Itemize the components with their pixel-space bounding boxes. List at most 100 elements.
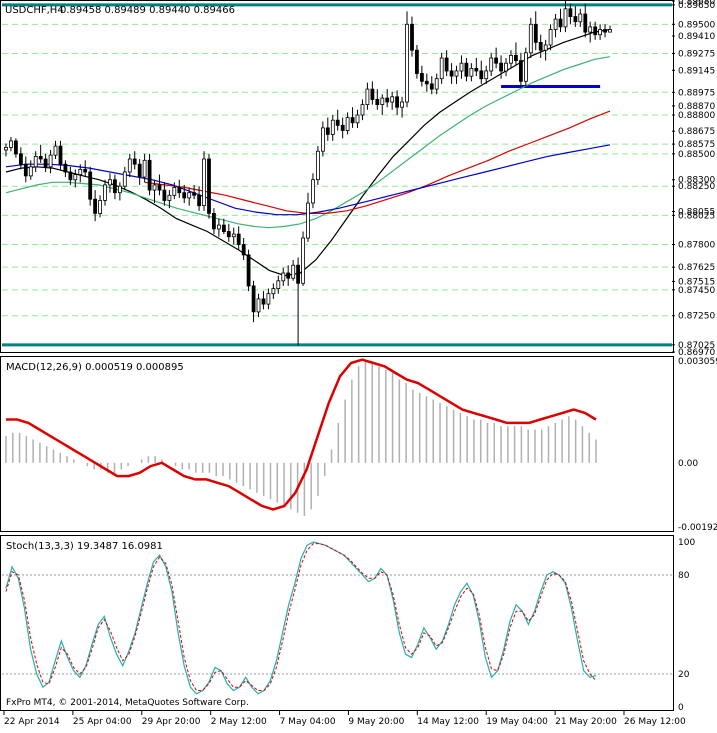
candle-body xyxy=(127,158,132,173)
candle-body xyxy=(241,244,246,256)
candle-body xyxy=(58,145,63,165)
price-tick-label: 0.88800 xyxy=(678,111,715,121)
candle-body xyxy=(424,80,429,85)
price-tick-label: 0.89145 xyxy=(678,66,715,76)
candle-body xyxy=(380,97,385,105)
candle-body xyxy=(553,18,558,30)
candle-body xyxy=(261,298,266,305)
candle-body xyxy=(182,192,187,199)
price-tick-label: 0.87025 xyxy=(678,341,715,351)
candle-body xyxy=(340,124,345,131)
price-tick-label: 0.89410 xyxy=(678,32,715,42)
stoch-title: Stoch(13,3,3) 19.3487 16.0981 xyxy=(6,541,163,552)
candle-body xyxy=(192,192,197,196)
macd-title: MACD(12,26,9) 0.000519 0.000895 xyxy=(6,362,184,373)
candle-body xyxy=(350,117,355,124)
candle-body xyxy=(246,254,251,287)
candle-body xyxy=(414,49,419,74)
moving-average-black xyxy=(5,28,611,277)
candle-body xyxy=(9,140,13,148)
stoch-tick-label: 20 xyxy=(678,670,690,680)
candle-body xyxy=(449,70,454,77)
candle-body xyxy=(78,168,83,175)
time-tick-label: 2 May 12:00 xyxy=(211,717,267,727)
candle-body xyxy=(103,184,107,201)
candle-body xyxy=(157,184,162,191)
price-tick-label: 0.86970 xyxy=(678,348,715,358)
candle-body xyxy=(464,62,469,77)
time-tick-label: 25 Apr 04:00 xyxy=(73,717,132,727)
candle-body xyxy=(266,293,271,305)
candle-body xyxy=(355,114,360,124)
candle-body xyxy=(18,153,23,165)
candle-body xyxy=(83,168,88,173)
candle-body xyxy=(484,70,489,80)
candle-body xyxy=(533,23,538,43)
macd-panel-frame xyxy=(0,356,674,532)
price-tick-label: 0.88055 xyxy=(678,208,715,218)
candle-body xyxy=(226,231,231,238)
price-tick-label: 0.87625 xyxy=(678,263,715,273)
candle-body xyxy=(434,78,439,90)
macd-plot xyxy=(5,358,597,517)
candle-body xyxy=(197,194,202,207)
candle-body xyxy=(345,117,350,131)
candle-body xyxy=(494,57,499,64)
candle-body xyxy=(385,97,390,103)
candle-body xyxy=(251,285,256,313)
price-tick-label: 0.89275 xyxy=(678,50,715,60)
candle-body xyxy=(276,280,281,289)
candle-body xyxy=(73,174,78,181)
price-tick-label: 0.89500 xyxy=(678,20,715,30)
candle-body xyxy=(202,158,206,206)
price-panel-frame xyxy=(0,0,674,353)
candle-body xyxy=(474,68,479,72)
candle-body xyxy=(231,233,236,238)
time-tick-label: 7 May 04:00 xyxy=(280,717,336,727)
candle-body xyxy=(583,13,588,33)
stoch-panel-frame xyxy=(0,535,674,711)
candle-body xyxy=(390,96,395,103)
candle-body xyxy=(479,70,484,80)
candle-body xyxy=(370,88,375,100)
candle-body xyxy=(236,233,241,245)
candle-body xyxy=(335,119,340,126)
candle-body xyxy=(221,224,226,233)
price-plot xyxy=(2,1,672,347)
price-tick-label: 0.89650 xyxy=(678,1,715,11)
candle-body xyxy=(177,187,182,194)
candle-body xyxy=(122,171,127,187)
candle-body xyxy=(459,62,464,72)
candle-body xyxy=(543,44,548,51)
candle-body xyxy=(509,55,513,64)
candle-body xyxy=(320,127,325,152)
time-tick-label: 21 May 20:00 xyxy=(555,717,617,727)
candle-body xyxy=(296,264,301,284)
stoch-tick-label: 80 xyxy=(678,571,690,581)
time-tick-label: 29 Apr 20:00 xyxy=(142,717,201,727)
macd-tick-label: -0.001928 xyxy=(678,523,717,533)
candle-body xyxy=(588,26,593,33)
price-tick-label: 0.87515 xyxy=(678,277,715,287)
candle-body xyxy=(419,73,424,82)
candle-body xyxy=(469,68,474,77)
candle-body xyxy=(152,184,157,191)
macd-tick-label: 0.003059 xyxy=(678,357,717,367)
time-tick-label: 9 May 20:00 xyxy=(348,717,404,727)
candle-body xyxy=(548,29,553,46)
candle-body xyxy=(187,192,192,199)
candle-body xyxy=(360,104,365,116)
candle-body xyxy=(499,62,504,72)
candle-body xyxy=(271,288,276,295)
candle-body xyxy=(118,185,122,194)
symbol-title: USDCHF,H4 xyxy=(5,5,64,16)
candle-body xyxy=(256,298,261,313)
candle-body xyxy=(98,200,102,214)
candle-body xyxy=(93,198,97,214)
price-tick-label: 0.87250 xyxy=(678,312,715,322)
time-axis: 22 Apr 2014 25 Apr 04:00 29 Apr 20:00 2 May… xyxy=(3,711,686,727)
price-tick-label: 0.88250 xyxy=(678,182,715,192)
candle-body xyxy=(88,171,93,200)
